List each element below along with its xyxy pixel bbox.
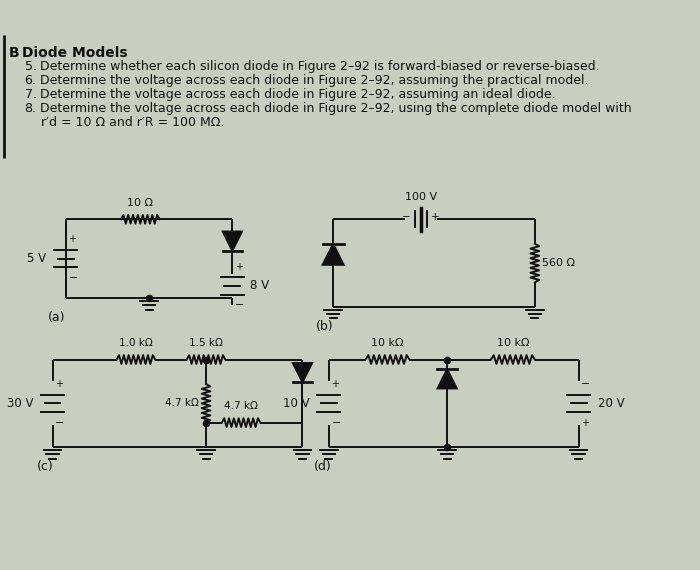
Text: B: B bbox=[9, 46, 20, 60]
Polygon shape bbox=[293, 363, 312, 382]
Text: +: + bbox=[581, 418, 589, 428]
Text: +: + bbox=[431, 211, 440, 222]
Text: 4.7 kΩ: 4.7 kΩ bbox=[224, 401, 258, 411]
Text: 100 V: 100 V bbox=[405, 192, 437, 202]
Text: Determine whether each silicon diode in Figure 2–92 is forward-biased or reverse: Determine whether each silicon diode in … bbox=[41, 60, 600, 73]
Text: −: − bbox=[581, 379, 591, 389]
Text: 1.0 kΩ: 1.0 kΩ bbox=[119, 338, 153, 348]
Text: 560 Ω: 560 Ω bbox=[542, 258, 575, 268]
Text: Determine the voltage across each diode in Figure 2–92, using the complete diode: Determine the voltage across each diode … bbox=[41, 102, 632, 115]
Text: (b): (b) bbox=[316, 320, 333, 333]
Text: 1.5 kΩ: 1.5 kΩ bbox=[189, 338, 223, 348]
Text: −: − bbox=[402, 211, 410, 222]
Text: +: + bbox=[235, 262, 243, 271]
Text: 10 V: 10 V bbox=[283, 397, 309, 410]
Text: 4.7 kΩ: 4.7 kΩ bbox=[165, 398, 199, 408]
Text: Determine the voltage across each diode in Figure 2–92, assuming the practical m: Determine the voltage across each diode … bbox=[41, 74, 589, 87]
Text: Determine the voltage across each diode in Figure 2–92, assuming an ideal diode.: Determine the voltage across each diode … bbox=[41, 88, 556, 101]
Text: −: − bbox=[69, 273, 78, 283]
Text: r′d = 10 Ω and r′R = 100 MΩ.: r′d = 10 Ω and r′R = 100 MΩ. bbox=[25, 116, 224, 129]
Text: −: − bbox=[235, 300, 244, 310]
Text: 10 kΩ: 10 kΩ bbox=[496, 338, 529, 348]
Text: +: + bbox=[331, 379, 340, 389]
Text: (c): (c) bbox=[37, 460, 54, 473]
Text: 8 V: 8 V bbox=[250, 279, 269, 292]
Text: 7.: 7. bbox=[25, 88, 36, 101]
Polygon shape bbox=[323, 244, 344, 265]
Text: 6.: 6. bbox=[25, 74, 36, 87]
Text: 5.: 5. bbox=[25, 60, 36, 73]
Text: 10 Ω: 10 Ω bbox=[127, 198, 153, 208]
Text: −: − bbox=[55, 418, 64, 428]
Text: −: − bbox=[331, 418, 341, 428]
Text: 20 V: 20 V bbox=[598, 397, 624, 410]
Text: +: + bbox=[69, 234, 76, 245]
Text: 30 V: 30 V bbox=[7, 397, 34, 410]
Text: (a): (a) bbox=[48, 311, 66, 324]
Text: (d): (d) bbox=[314, 460, 332, 473]
Text: 8.: 8. bbox=[25, 102, 36, 115]
Text: +: + bbox=[55, 379, 63, 389]
Text: 10 kΩ: 10 kΩ bbox=[371, 338, 404, 348]
Polygon shape bbox=[223, 231, 242, 251]
Polygon shape bbox=[438, 369, 457, 388]
Text: 5 V: 5 V bbox=[27, 252, 46, 265]
Text: Diode Models: Diode Models bbox=[22, 46, 127, 60]
